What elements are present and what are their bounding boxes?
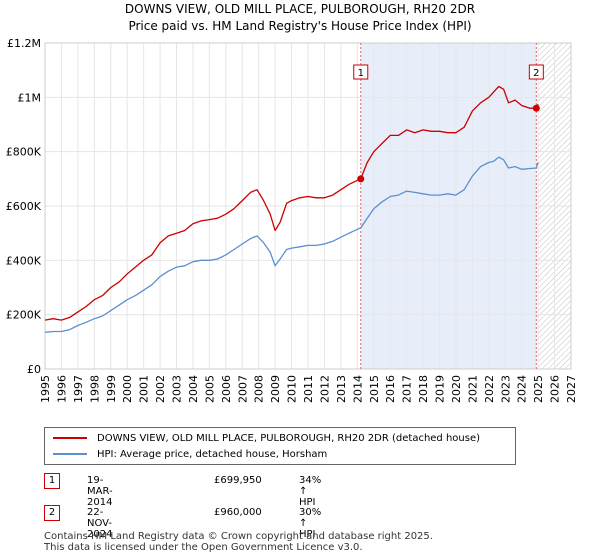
- footer-copyright: Contains HM Land Registry data © Crown c…: [44, 531, 433, 542]
- x-tick-label: 2006: [220, 375, 233, 403]
- x-tick-label: 1999: [105, 375, 118, 403]
- x-tick-label: 2017: [401, 375, 414, 403]
- sale-point: [532, 104, 540, 112]
- x-tick-label: 2014: [351, 375, 364, 403]
- price-chart: £0 £200K £400K £600K £800K £1M £1.2M 1995 1996 19…: [6, 37, 578, 403]
- x-tick-label: 2013: [335, 375, 348, 403]
- sale-label-box: [353, 64, 369, 80]
- x-tick-label: 2025: [532, 375, 545, 403]
- annotation-date-1: 19-MAR-2014: [87, 475, 113, 508]
- legend-item-hpi: HPI: Average price, detached house, Hors…: [53, 446, 327, 462]
- footer: Contains HM Land Registry data © Crown c…: [44, 531, 584, 553]
- y-tick-label: £400K: [6, 254, 42, 267]
- hpi-line: [44, 156, 539, 333]
- x-tick-label: 2022: [483, 375, 496, 403]
- x-tick-label: 2000: [121, 375, 134, 403]
- sale-label-number: 1: [358, 68, 364, 79]
- x-tick-label: 2023: [499, 375, 512, 403]
- sale-label-box: [528, 64, 544, 80]
- annotation-hpi-2: 30% ↑ HPI: [299, 507, 322, 540]
- property-price-line: [44, 85, 539, 321]
- x-tick-label: 2001: [138, 375, 151, 403]
- x-tick-label: 2018: [417, 375, 430, 403]
- annotation-badge-2: 2: [44, 505, 60, 521]
- x-tick-label: 2003: [171, 375, 184, 403]
- chart-subtitle: Price paid vs. HM Land Registry's House …: [128, 19, 472, 33]
- y-tick-label: £0: [27, 363, 41, 376]
- annotation-price-2: £960,000: [214, 507, 262, 518]
- x-tick-label: 2016: [384, 375, 397, 403]
- x-tick-label: 2008: [253, 375, 266, 403]
- sale-label-number: 2: [533, 68, 539, 79]
- x-tick-label: 2027: [565, 375, 578, 403]
- annotation-badge-1: 1: [44, 473, 60, 489]
- annotation-date-2: 22-NOV-2024: [87, 507, 113, 540]
- x-tick-label: 2015: [368, 375, 381, 403]
- plot-border: [44, 42, 572, 370]
- x-tick-label: 2024: [516, 375, 529, 403]
- x-tick-label: 2021: [466, 375, 479, 403]
- y-tick-label: £600K: [6, 200, 42, 213]
- y-tick-label: £800K: [6, 146, 42, 159]
- chart-title: DOWNS VIEW, OLD MILL PLACE, PULBOROUGH, …: [124, 2, 476, 16]
- legend-item-property: DOWNS VIEW, OLD MILL PLACE, PULBOROUGH, …: [53, 430, 480, 446]
- footer-licence: This data is licensed under the Open Gov…: [44, 542, 363, 553]
- x-tick-label: 2011: [302, 375, 315, 403]
- x-tick-label: 2012: [318, 375, 331, 403]
- x-tick-label: 2010: [286, 375, 299, 403]
- legend-swatch-hpi: [53, 453, 87, 455]
- x-tick-label: 1995: [39, 375, 52, 403]
- annotation-hpi-1: 34% ↑ HPI: [299, 475, 322, 508]
- x-tick-label: 2019: [434, 375, 447, 403]
- sale-point: [357, 175, 365, 183]
- x-tick-label: 2007: [236, 375, 249, 403]
- x-tick-label: 2005: [203, 375, 216, 403]
- y-tick-label: £200K: [6, 309, 42, 322]
- x-tick-label: 1998: [88, 375, 101, 403]
- legend-swatch-property: [53, 437, 87, 439]
- annotation-price-1: £699,950: [214, 475, 262, 486]
- x-tick-label: 2004: [187, 375, 200, 403]
- y-tick-label: £1.2M: [7, 37, 41, 50]
- legend-label-property: DOWNS VIEW, OLD MILL PLACE, PULBOROUGH, …: [97, 432, 481, 444]
- x-tick-label: 1996: [55, 375, 68, 403]
- y-tick-label: £1M: [18, 91, 42, 104]
- x-tick-label: 2009: [269, 375, 282, 403]
- x-tick-label: 2020: [450, 375, 463, 403]
- x-tick-label: 2026: [549, 375, 562, 403]
- x-tick-label: 2002: [154, 375, 167, 403]
- x-tick-label: 1997: [72, 375, 85, 403]
- legend-label-hpi: HPI: Average price, detached house, Hors…: [97, 448, 328, 460]
- legend: DOWNS VIEW, OLD MILL PLACE, PULBOROUGH, …: [44, 427, 516, 465]
